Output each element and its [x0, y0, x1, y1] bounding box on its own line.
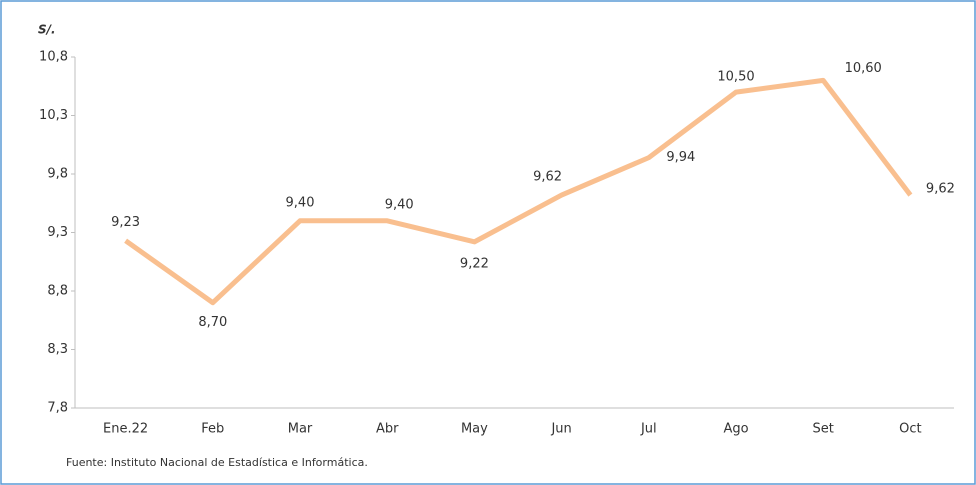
data-label: 9,62: [926, 182, 955, 197]
source-note: Fuente: Instituto Nacional de Estadístic…: [66, 456, 368, 469]
x-tick-label: Mar: [288, 422, 313, 437]
x-tick-label: Feb: [201, 422, 224, 437]
x-tick-label: Ene.22: [103, 422, 148, 437]
y-tick-label: 7,8: [47, 401, 68, 416]
data-label: 9,22: [460, 256, 489, 271]
y-tick-label: 8,3: [47, 342, 68, 357]
y-tick-label: 9,3: [47, 225, 68, 240]
y-tick-label: 8,8: [47, 284, 68, 299]
data-label: 9,40: [286, 195, 315, 210]
x-tick-label: Jun: [550, 422, 571, 437]
line: [124, 77, 913, 306]
y-unit: S/.: [38, 23, 56, 37]
x-tick-label: Oct: [899, 422, 921, 437]
data-label: 8,70: [198, 315, 227, 330]
x-tick-label: Set: [813, 422, 834, 437]
data-label: 9,23: [111, 215, 140, 230]
data-label: 10,50: [717, 70, 754, 85]
data-label: 9,62: [533, 170, 562, 185]
data-label: 9,40: [385, 197, 414, 212]
y-tick-label: 10,3: [39, 108, 68, 123]
x-tick-label: Abr: [376, 422, 399, 437]
x-tick-label: May: [461, 422, 488, 437]
data-label: 10,60: [845, 61, 882, 76]
x-tick-label: Jul: [640, 422, 657, 437]
y-tick-label: 9,8: [47, 167, 68, 182]
data-label: 9,94: [666, 150, 695, 165]
y-tick-label: 10,8: [39, 50, 68, 65]
x-tick-label: Ago: [723, 422, 748, 437]
